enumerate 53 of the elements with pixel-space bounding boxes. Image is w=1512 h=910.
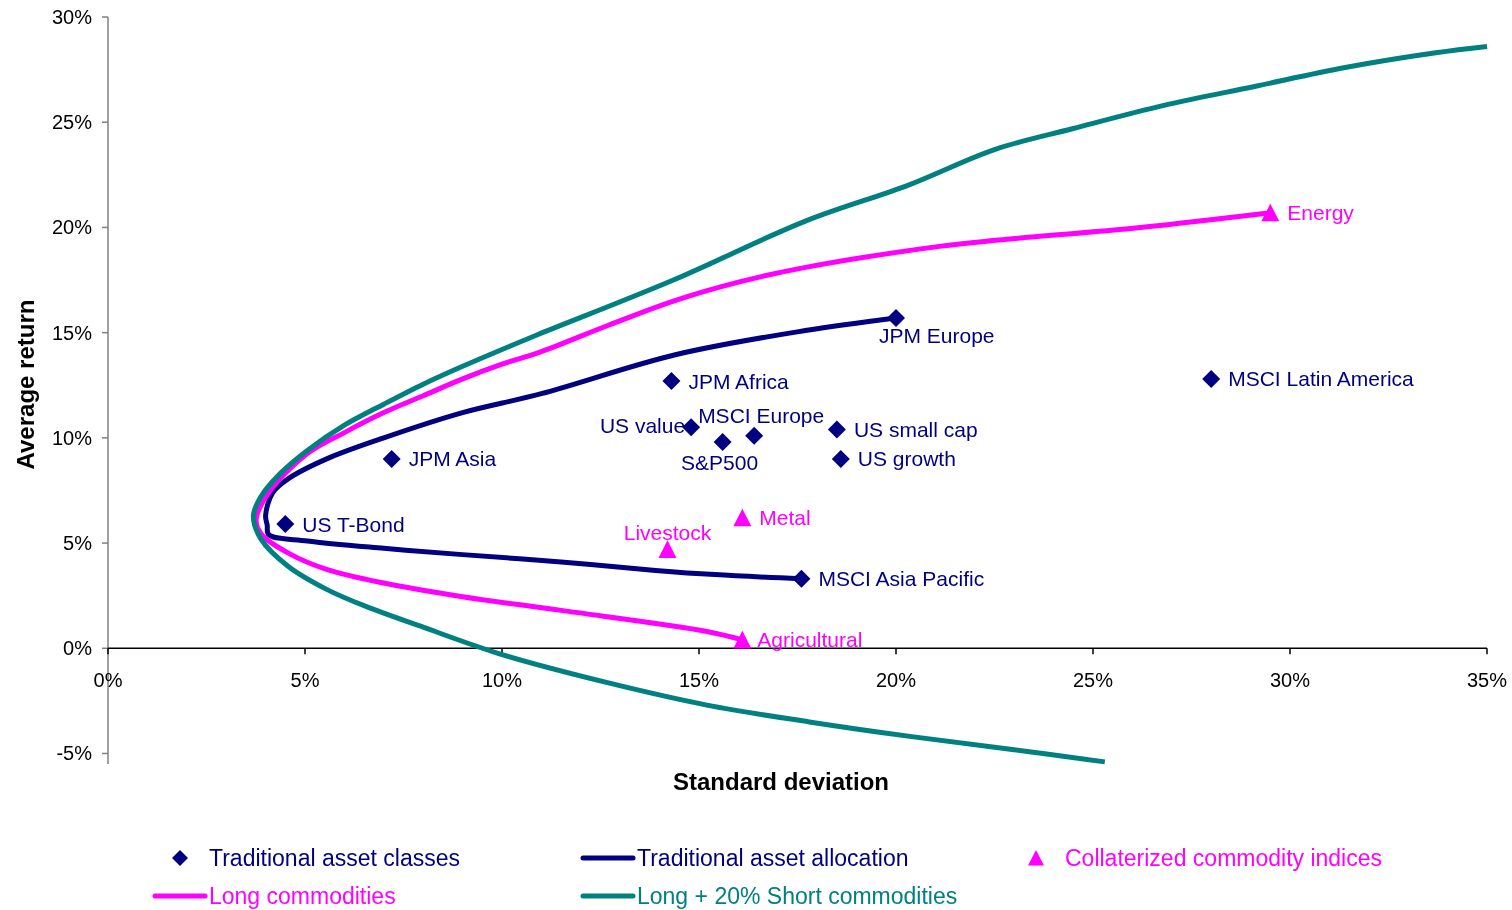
legend-label: Collaterized commodity indices [1065, 845, 1383, 871]
annotation: Energy [1287, 201, 1355, 225]
point [276, 515, 295, 534]
point [733, 508, 752, 527]
point [1202, 369, 1221, 388]
point [682, 418, 701, 437]
point [831, 449, 850, 468]
x-tick-label: 15% [678, 669, 720, 692]
annotation: US small cap [853, 417, 978, 441]
y-tick-label: 25% [51, 111, 93, 134]
annotation: JPM Asia [408, 447, 497, 471]
annotation: JPM Africa [688, 369, 790, 393]
legend-label: Traditional asset classes [209, 845, 460, 871]
point [658, 540, 677, 558]
x-tick-label: 10% [481, 669, 523, 692]
y-tick-label: -5% [56, 742, 93, 765]
x-tick-label: 30% [1269, 669, 1311, 692]
point [733, 630, 752, 649]
y-tick-label: 5% [63, 532, 93, 555]
x-tick-label: 20% [875, 669, 917, 692]
x-tick-label: 5% [290, 669, 320, 692]
x-axis-title: Standard deviation [672, 767, 890, 795]
y-tick-label: 10% [51, 426, 93, 449]
y-axis-title: Average return [11, 299, 39, 470]
annotation: S&P500 [681, 450, 759, 474]
annotation: US growth [857, 447, 956, 471]
point [1261, 203, 1280, 222]
legend-label: Traditional asset allocation [637, 845, 909, 871]
x-tick-label: 25% [1072, 669, 1114, 692]
annotation: MSCI Latin America [1228, 367, 1415, 391]
annotation: MSCI Europe [698, 404, 825, 428]
annotation: MSCI Asia Pacific [818, 567, 985, 591]
annotation: US T-Bond [302, 512, 405, 536]
point [382, 449, 401, 468]
point [792, 569, 811, 588]
point [662, 372, 681, 391]
point [745, 426, 764, 445]
legend-label: Long + 20% Short commodities [637, 883, 958, 909]
y-tick-label: 0% [63, 637, 93, 660]
annotation: JPM Europe [879, 324, 995, 348]
y-tick-label: 30% [51, 6, 93, 28]
x-tick-label: 35% [1466, 669, 1508, 692]
x-tick-label: 0% [93, 669, 123, 692]
point [827, 420, 846, 439]
point [713, 433, 732, 452]
point [887, 308, 905, 327]
y-tick-label: 20% [51, 216, 93, 239]
legend-label: Long commodities [209, 883, 396, 909]
y-tick-label: 15% [51, 321, 93, 344]
annotation: Agricultural [757, 628, 863, 652]
annotation: Metal [759, 506, 811, 530]
annotation: Livestock [623, 520, 712, 544]
annotation: US value [599, 413, 686, 437]
